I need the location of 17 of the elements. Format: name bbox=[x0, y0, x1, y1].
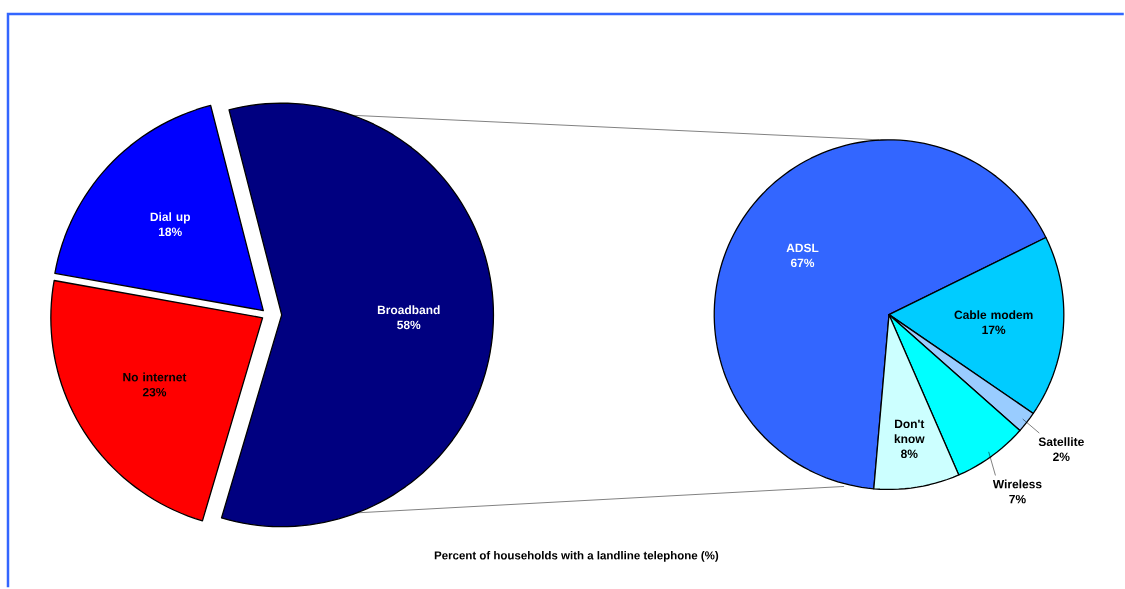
slice-label: Dial up bbox=[150, 212, 191, 224]
data-label: 7% bbox=[1009, 495, 1026, 504]
data-label: 18% bbox=[158, 227, 182, 237]
slice-label: Wireless bbox=[992, 479, 1042, 489]
data-label: 23% bbox=[142, 388, 167, 397]
data-label: 17% bbox=[982, 325, 1006, 335]
slice-label: ADSL bbox=[786, 243, 819, 253]
data-label: 67% bbox=[790, 258, 815, 268]
slice-label: Satellite bbox=[1038, 437, 1084, 447]
text: Percent of households with a landline telephone (%) bbox=[434, 551, 719, 562]
slice-label: Cable modem bbox=[954, 310, 1033, 320]
data-label: 8% bbox=[900, 449, 918, 459]
slice-label: Broadband bbox=[377, 305, 440, 315]
slice-label: No internet bbox=[123, 372, 187, 382]
data-label: 58% bbox=[397, 320, 421, 330]
slice-label: Don't know bbox=[894, 419, 925, 444]
data-label: 2% bbox=[1053, 452, 1070, 462]
